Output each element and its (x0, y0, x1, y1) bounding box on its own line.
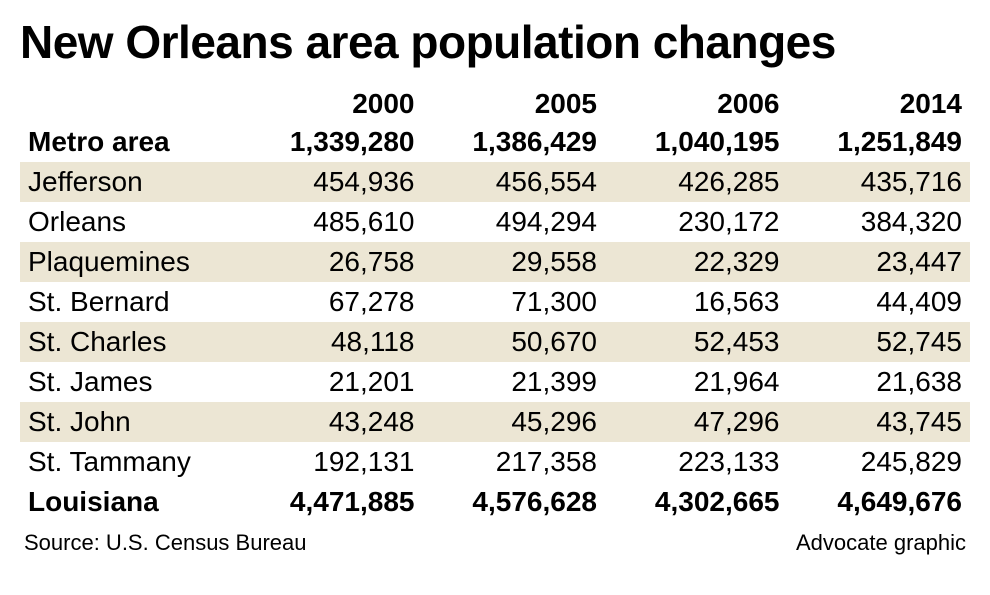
cell: 26,758 (240, 242, 423, 282)
row-label: Plaquemines (20, 242, 240, 282)
table-row: St. Tammany192,131217,358223,133245,829 (20, 442, 970, 482)
row-label: Louisiana (20, 482, 240, 522)
cell: 44,409 (788, 282, 971, 322)
cell: 1,251,849 (788, 122, 971, 162)
cell: 485,610 (240, 202, 423, 242)
cell: 4,302,665 (605, 482, 788, 522)
header-2000: 2000 (240, 84, 423, 122)
cell: 456,554 (423, 162, 606, 202)
row-label: Metro area (20, 122, 240, 162)
cell: 1,386,429 (423, 122, 606, 162)
cell: 52,745 (788, 322, 971, 362)
cell: 21,399 (423, 362, 606, 402)
cell: 223,133 (605, 442, 788, 482)
table-row: Orleans485,610494,294230,172384,320 (20, 202, 970, 242)
table-row: St. Charles48,11850,67052,45352,745 (20, 322, 970, 362)
row-label: St. Charles (20, 322, 240, 362)
header-2006: 2006 (605, 84, 788, 122)
cell: 21,638 (788, 362, 971, 402)
population-table: 2000 2005 2006 2014 Metro area1,339,2801… (20, 84, 970, 522)
table-row: Plaquemines26,75829,55822,32923,447 (20, 242, 970, 282)
cell: 67,278 (240, 282, 423, 322)
header-2014: 2014 (788, 84, 971, 122)
cell: 16,563 (605, 282, 788, 322)
cell: 426,285 (605, 162, 788, 202)
cell: 43,745 (788, 402, 971, 442)
cell: 29,558 (423, 242, 606, 282)
cell: 454,936 (240, 162, 423, 202)
cell: 23,447 (788, 242, 971, 282)
credit-text: Advocate graphic (796, 530, 966, 556)
row-label: St. John (20, 402, 240, 442)
cell: 245,829 (788, 442, 971, 482)
cell: 43,248 (240, 402, 423, 442)
cell: 48,118 (240, 322, 423, 362)
cell: 22,329 (605, 242, 788, 282)
header-row: 2000 2005 2006 2014 (20, 84, 970, 122)
row-label: St. Bernard (20, 282, 240, 322)
cell: 47,296 (605, 402, 788, 442)
cell: 435,716 (788, 162, 971, 202)
cell: 71,300 (423, 282, 606, 322)
cell: 230,172 (605, 202, 788, 242)
table-container: New Orleans area population changes 2000… (0, 0, 990, 566)
cell: 4,576,628 (423, 482, 606, 522)
row-label: Jefferson (20, 162, 240, 202)
cell: 21,201 (240, 362, 423, 402)
table-row: St. John43,24845,29647,29643,745 (20, 402, 970, 442)
source-text: Source: U.S. Census Bureau (24, 530, 306, 556)
row-label: St. Tammany (20, 442, 240, 482)
cell: 50,670 (423, 322, 606, 362)
cell: 4,649,676 (788, 482, 971, 522)
cell: 1,040,195 (605, 122, 788, 162)
table-row: Metro area1,339,2801,386,4291,040,1951,2… (20, 122, 970, 162)
cell: 1,339,280 (240, 122, 423, 162)
cell: 217,358 (423, 442, 606, 482)
table-body: Metro area1,339,2801,386,4291,040,1951,2… (20, 122, 970, 522)
table-row: St. James21,20121,39921,96421,638 (20, 362, 970, 402)
cell: 45,296 (423, 402, 606, 442)
table-row: St. Bernard67,27871,30016,56344,409 (20, 282, 970, 322)
cell: 494,294 (423, 202, 606, 242)
cell: 192,131 (240, 442, 423, 482)
cell: 52,453 (605, 322, 788, 362)
row-label: Orleans (20, 202, 240, 242)
footer: Source: U.S. Census Bureau Advocate grap… (20, 530, 970, 556)
table-row: Jefferson454,936456,554426,285435,716 (20, 162, 970, 202)
row-label: St. James (20, 362, 240, 402)
header-2005: 2005 (423, 84, 606, 122)
cell: 384,320 (788, 202, 971, 242)
cell: 21,964 (605, 362, 788, 402)
cell: 4,471,885 (240, 482, 423, 522)
table-row: Louisiana4,471,8854,576,6284,302,6654,64… (20, 482, 970, 522)
header-blank (20, 84, 240, 122)
chart-title: New Orleans area population changes (20, 15, 970, 69)
